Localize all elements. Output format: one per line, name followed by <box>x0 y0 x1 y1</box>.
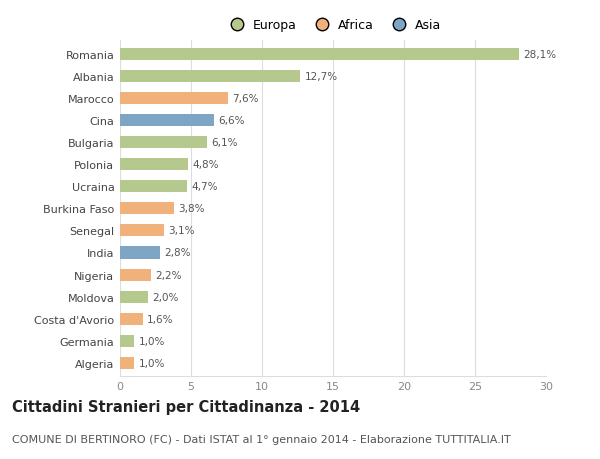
Text: 2,8%: 2,8% <box>164 248 191 258</box>
Text: 2,2%: 2,2% <box>155 270 182 280</box>
Text: 28,1%: 28,1% <box>523 50 556 60</box>
Text: 6,6%: 6,6% <box>218 116 244 126</box>
Bar <box>120 159 188 171</box>
Bar <box>120 49 519 61</box>
Text: 1,6%: 1,6% <box>147 314 173 324</box>
Text: 1,0%: 1,0% <box>139 336 165 346</box>
Bar <box>120 291 148 303</box>
Text: 3,8%: 3,8% <box>178 204 205 214</box>
Bar <box>120 181 187 193</box>
Text: 1,0%: 1,0% <box>139 358 165 368</box>
Bar <box>120 203 174 215</box>
Text: 7,6%: 7,6% <box>232 94 259 104</box>
Bar <box>120 137 206 149</box>
Text: Cittadini Stranieri per Cittadinanza - 2014: Cittadini Stranieri per Cittadinanza - 2… <box>12 399 360 414</box>
Bar <box>120 247 160 259</box>
Legend: Europa, Africa, Asia: Europa, Africa, Asia <box>220 14 446 37</box>
Bar <box>120 115 214 127</box>
Text: 12,7%: 12,7% <box>305 72 338 82</box>
Text: 4,7%: 4,7% <box>191 182 218 192</box>
Bar <box>120 313 143 325</box>
Bar <box>120 269 151 281</box>
Bar <box>120 225 164 237</box>
Bar <box>120 335 134 347</box>
Bar <box>120 71 301 83</box>
Bar <box>120 357 134 369</box>
Text: 3,1%: 3,1% <box>168 226 195 236</box>
Text: 4,8%: 4,8% <box>193 160 219 170</box>
Text: 6,1%: 6,1% <box>211 138 238 148</box>
Text: 2,0%: 2,0% <box>152 292 179 302</box>
Bar <box>120 93 228 105</box>
Text: COMUNE DI BERTINORO (FC) - Dati ISTAT al 1° gennaio 2014 - Elaborazione TUTTITAL: COMUNE DI BERTINORO (FC) - Dati ISTAT al… <box>12 434 511 444</box>
